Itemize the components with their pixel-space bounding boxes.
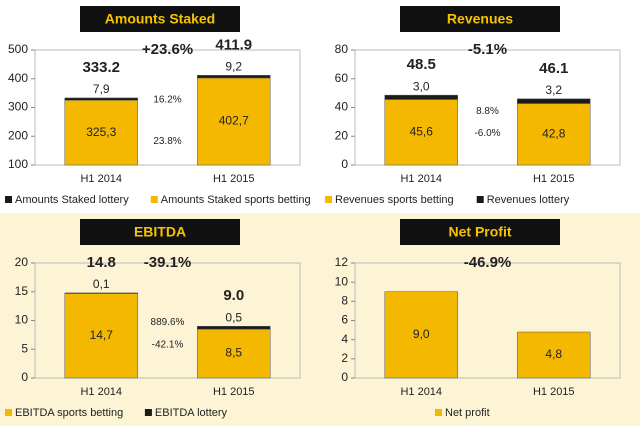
legend-label: Net profit — [445, 407, 490, 419]
chart-title: Net Profit — [449, 224, 512, 240]
data-label: 14,7 — [90, 328, 114, 342]
bar-segment — [197, 75, 271, 79]
y-tick-label: 200 — [8, 128, 28, 142]
legend-swatch — [5, 196, 12, 203]
bar-segment — [197, 77, 271, 166]
legend-label: Revenues sports betting — [335, 194, 454, 206]
chart-title: Revenues — [447, 11, 513, 27]
y-tick-label: 40 — [335, 100, 349, 114]
y-tick-label: 0 — [341, 370, 348, 384]
data-label: 3,2 — [545, 83, 562, 97]
bar-segment — [64, 99, 138, 166]
chart-title: EBITDA — [134, 224, 186, 240]
y-tick-label: 80 — [335, 42, 349, 56]
data-label: 325,3 — [86, 125, 116, 139]
bar-segment — [384, 99, 458, 166]
x-tick-label: H1 2014 — [80, 173, 122, 185]
x-tick-label: H1 2015 — [213, 386, 255, 398]
title-banner — [400, 219, 560, 245]
growth-label: 23.8% — [153, 136, 181, 147]
data-label: 45,6 — [410, 124, 434, 138]
total-label: 333.2 — [82, 59, 120, 76]
y-tick-label: 20 — [15, 255, 29, 269]
data-label: 0,5 — [225, 310, 242, 324]
change-label: -5.1% — [468, 41, 507, 58]
data-label: 9,2 — [225, 60, 242, 74]
y-tick-label: 20 — [335, 128, 349, 142]
total-label: 48.5 — [407, 56, 436, 73]
x-tick-label: H1 2015 — [533, 386, 575, 398]
data-label: 3,0 — [413, 79, 430, 93]
legend-swatch — [5, 409, 12, 416]
y-tick-label: 0 — [21, 370, 28, 384]
y-tick-label: 8 — [341, 294, 348, 308]
y-tick-label: 60 — [335, 71, 349, 85]
legend-label: Revenues lottery — [487, 194, 570, 206]
change-label: +23.6% — [142, 41, 193, 58]
legend-label: EBITDA sports betting — [15, 407, 123, 419]
total-label: 411.9 — [215, 36, 252, 53]
x-tick-label: H1 2014 — [400, 386, 442, 398]
data-label: 402,7 — [219, 114, 249, 128]
x-tick-label: H1 2014 — [80, 386, 122, 398]
legend-swatch — [150, 196, 158, 203]
y-tick-label: 100 — [8, 157, 28, 171]
legend-swatch — [144, 409, 152, 416]
growth-label: -6.0% — [474, 128, 500, 139]
y-tick-label: 2 — [341, 351, 348, 365]
y-tick-label: 15 — [15, 284, 29, 298]
legend-swatch — [325, 196, 332, 203]
title-banner — [80, 219, 240, 245]
legend-label: EBITDA lottery — [155, 407, 228, 419]
y-tick-label: 10 — [335, 274, 349, 288]
y-tick-label: 4 — [341, 332, 348, 346]
bar-segment — [517, 103, 591, 166]
x-tick-label: H1 2015 — [533, 173, 575, 185]
y-tick-label: 500 — [8, 42, 28, 56]
bar-segment — [384, 94, 458, 100]
change-label: -46.9% — [464, 254, 512, 271]
legend-swatch — [435, 409, 442, 416]
total-label: 14.8 — [87, 254, 116, 271]
y-tick-label: 6 — [341, 313, 348, 327]
total-label: 9.0 — [223, 287, 244, 304]
data-label: 4,8 — [545, 347, 562, 361]
legend-label: Amounts Staked lottery — [15, 194, 129, 206]
x-tick-label: H1 2014 — [400, 173, 442, 185]
growth-label: 16.2% — [153, 95, 181, 106]
title-banner — [80, 6, 240, 32]
bar-segment — [197, 328, 271, 379]
legend-label: Amounts Staked sports betting — [161, 194, 311, 206]
y-tick-label: 400 — [8, 71, 28, 85]
data-label: 8,5 — [225, 346, 242, 360]
y-tick-label: 0 — [341, 157, 348, 171]
growth-label: -42.1% — [152, 339, 184, 350]
growth-label: 8.8% — [476, 106, 499, 117]
y-tick-label: 10 — [15, 313, 29, 327]
total-label: 46.1 — [539, 60, 568, 77]
data-label: 7,9 — [93, 82, 110, 96]
chart-title: Amounts Staked — [105, 11, 215, 27]
bar-segment — [64, 97, 138, 101]
bar-segment — [64, 292, 138, 294]
data-label: 42,8 — [542, 126, 566, 140]
data-label: 9,0 — [413, 327, 430, 341]
y-tick-label: 300 — [8, 100, 28, 114]
change-label: -39.1% — [144, 254, 192, 271]
bar-segment — [384, 291, 458, 379]
legend-swatch — [476, 196, 484, 203]
growth-label: 889.6% — [151, 317, 185, 328]
y-tick-label: 12 — [335, 255, 349, 269]
y-tick-label: 5 — [21, 341, 28, 355]
bar-segment — [517, 98, 591, 104]
x-tick-label: H1 2015 — [213, 173, 255, 185]
data-label: 0,1 — [93, 277, 110, 291]
bar-segment — [64, 293, 138, 379]
title-banner — [400, 6, 560, 32]
bar-segment — [197, 326, 271, 330]
bar-segment — [517, 331, 591, 379]
